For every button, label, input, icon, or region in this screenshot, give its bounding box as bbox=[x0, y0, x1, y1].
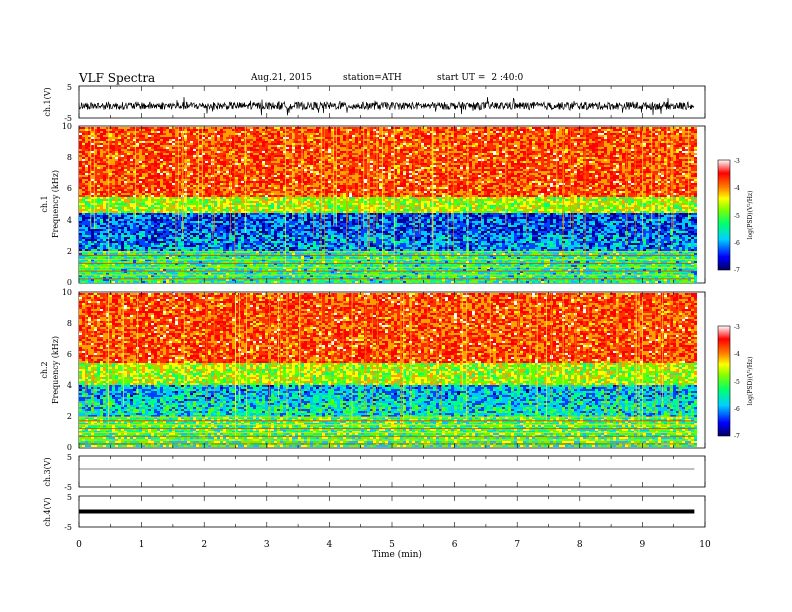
ch2-cbar-tick-m3: -3 bbox=[734, 324, 740, 331]
x-tick-label: 3 bbox=[264, 540, 270, 550]
ch2-spec-ytick-8: 8 bbox=[67, 319, 72, 328]
ch1-spec-ytick-4: 4 bbox=[67, 216, 72, 225]
ch1-colorbar: -3 -4 -5 -6 -7 log(PSD)(V²/Hz) bbox=[717, 158, 754, 274]
x-tick-label: 9 bbox=[640, 540, 646, 550]
date-label: Aug.21, 2015 bbox=[251, 73, 312, 83]
station-label: station=ATH bbox=[343, 73, 402, 83]
ch2-spec-ytick-10: 10 bbox=[62, 288, 72, 297]
x-tick-label: 0 bbox=[76, 540, 82, 550]
ch1-cbar-tick-m5: -5 bbox=[734, 213, 740, 220]
x-tick-label: 4 bbox=[327, 540, 333, 550]
ch2-spectrogram bbox=[79, 293, 697, 447]
ch1-wave-ylabel: ch.1(V) bbox=[43, 87, 52, 116]
x-tick-label: 7 bbox=[514, 540, 520, 550]
x-tick-label: 1 bbox=[139, 540, 145, 550]
x-tick-label: 2 bbox=[201, 540, 207, 550]
ch1-spec-ytick-0: 0 bbox=[67, 278, 72, 287]
x-tick-label: 8 bbox=[577, 540, 583, 550]
ch2-spec-ylabel-ch: ch.2 bbox=[40, 361, 49, 378]
ch3-wave-ylabel: ch.3(V) bbox=[43, 457, 52, 486]
start-time-group: start UT = 2 :40:0 bbox=[437, 73, 523, 83]
x-tick-labels: 0 1 2 3 4 5 6 7 8 9 10 bbox=[76, 540, 711, 550]
ch1-spectrogram bbox=[79, 127, 697, 283]
ch2-colorbar: -3 -4 -5 -6 -7 log(PSD)(V²/Hz) bbox=[717, 324, 754, 440]
ch1-spec-ytick-6: 6 bbox=[67, 184, 72, 193]
ch1-spec-ylabel-freq: Frequency (kHz) bbox=[51, 170, 60, 238]
ch2-cbar-tick-m7: -7 bbox=[734, 433, 740, 440]
ch1-wave-ytick-bottom: -5 bbox=[64, 114, 72, 123]
ch1-spec-ytick-8: 8 bbox=[67, 153, 72, 162]
start-time: 2 :40:0 bbox=[491, 73, 523, 83]
x-tick-label: 5 bbox=[389, 540, 395, 550]
ch1-wave-ytick-top: 5 bbox=[67, 83, 72, 92]
ch1-spec-ytick-10: 10 bbox=[62, 122, 72, 131]
x-axis-label: Time (min) bbox=[372, 549, 422, 560]
ch2-spec-ytick-2: 2 bbox=[67, 412, 72, 421]
ch2-spec-ytick-6: 6 bbox=[67, 350, 72, 359]
ch1-cbar-tick-m4: -4 bbox=[734, 185, 740, 192]
ch1-cbar-tick-m3: -3 bbox=[734, 158, 740, 165]
start-label: start UT = bbox=[437, 73, 485, 83]
ch2-cbar-tick-m5: -5 bbox=[734, 379, 740, 386]
ch1-waveform bbox=[78, 96, 695, 116]
ch2-spec-ytick-0: 0 bbox=[67, 443, 72, 452]
ch4-wave-ytick-bottom: -5 bbox=[64, 523, 72, 532]
ch1-spec-ytick-2: 2 bbox=[67, 247, 72, 256]
axis-ticks bbox=[78, 86, 706, 527]
ch4-wave-ylabel: ch.4(V) bbox=[43, 497, 52, 526]
ch2-cbar-tick-m4: -4 bbox=[734, 351, 740, 358]
ch2-cbar-label: log(PSD)(V²/Hz) bbox=[747, 357, 754, 406]
ch2-spec-ytick-4: 4 bbox=[67, 381, 72, 390]
ch2-spec-ylabel-freq: Frequency (kHz) bbox=[51, 336, 60, 404]
ch3-wave-ytick-bottom: -5 bbox=[64, 483, 72, 492]
ch1-cbar-tick-m6: -6 bbox=[734, 240, 740, 247]
x-tick-label: 10 bbox=[699, 540, 711, 550]
ch3-wave-ytick-top: 5 bbox=[67, 453, 72, 462]
ch4-wave-ytick-top: 5 bbox=[67, 493, 72, 502]
plot-title: VLF Spectra bbox=[79, 71, 155, 85]
ch1-cbar-tick-m7: -7 bbox=[734, 267, 740, 274]
ch2-cbar-tick-m6: -6 bbox=[734, 406, 740, 413]
ch1-spec-ylabel-ch: ch.1 bbox=[40, 195, 49, 212]
ch1-cbar-label: log(PSD)(V²/Hz) bbox=[747, 191, 754, 240]
x-tick-label: 6 bbox=[452, 540, 458, 550]
ch4-waveform bbox=[79, 509, 695, 514]
